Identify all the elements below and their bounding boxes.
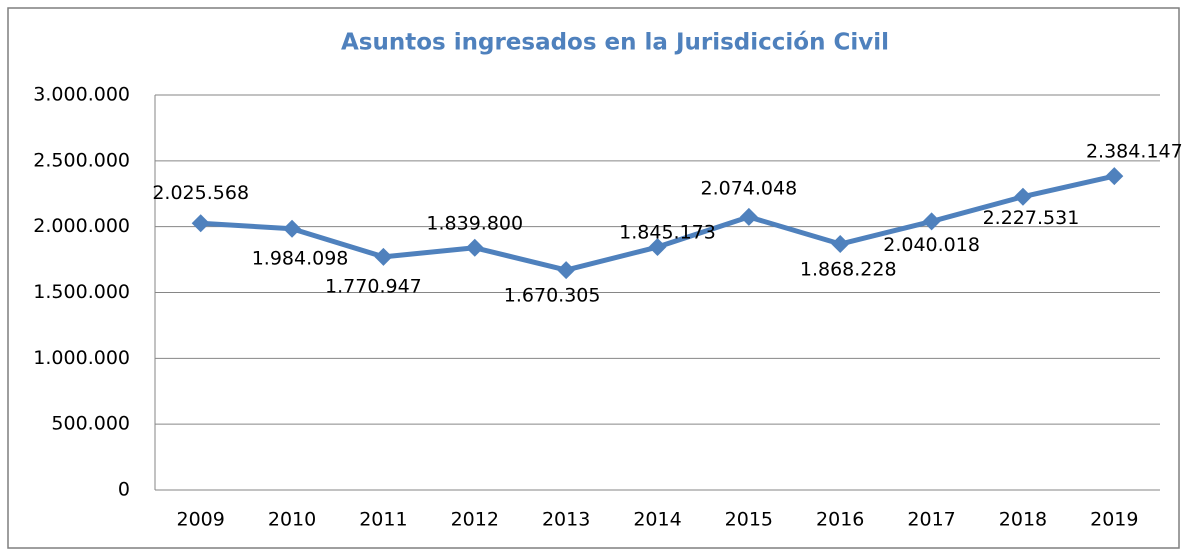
x-tick-label: 2012 (451, 509, 499, 531)
data-point (465, 238, 484, 257)
y-tick-label: 1.000.000 (33, 347, 130, 369)
data-label: 2.074.048 (701, 177, 798, 199)
data-point (1013, 187, 1032, 206)
x-tick-label: 2019 (1090, 509, 1138, 531)
data-label: 1.984.098 (252, 247, 349, 269)
chart-border (7, 7, 1180, 549)
data-point (648, 238, 667, 257)
chart-title: Asuntos ingresados en la Jurisdicción Ci… (341, 30, 889, 56)
y-tick-label: 1.500.000 (33, 281, 130, 303)
x-tick-label: 2016 (816, 509, 864, 531)
y-tick-label: 3.000.000 (33, 84, 130, 106)
data-point (1105, 167, 1124, 186)
data-label: 2.227.531 (983, 207, 1080, 229)
x-tick-label: 2015 (725, 509, 773, 531)
x-tick-label: 2011 (359, 509, 407, 531)
data-label: 1.845.173 (619, 222, 716, 244)
x-tick-label: 2010 (268, 509, 316, 531)
x-tick-label: 2009 (177, 509, 225, 531)
data-label: 1.868.228 (800, 259, 897, 281)
data-label: 2.025.568 (152, 182, 249, 204)
x-tick-label: 2014 (633, 509, 681, 531)
y-tick-label: 2.500.000 (33, 149, 130, 171)
data-point (831, 235, 850, 254)
data-point (557, 261, 576, 280)
data-label: 1.670.305 (504, 285, 601, 307)
data-label: 1.839.800 (426, 212, 523, 234)
data-point (191, 214, 210, 233)
data-point (374, 247, 393, 266)
y-tick-label: 2.000.000 (33, 215, 130, 237)
x-tick-label: 2013 (542, 509, 590, 531)
data-label: 2.384.147 (1086, 141, 1183, 163)
data-label: 2.040.018 (883, 234, 980, 256)
data-point (739, 207, 758, 226)
y-tick-label: 0 (118, 479, 130, 501)
x-tick-label: 2017 (907, 509, 955, 531)
y-tick-label: 500.000 (51, 413, 130, 435)
data-point (283, 219, 302, 238)
data-point (922, 212, 941, 231)
x-tick-label: 2018 (999, 509, 1047, 531)
data-label: 1.770.947 (325, 275, 422, 297)
